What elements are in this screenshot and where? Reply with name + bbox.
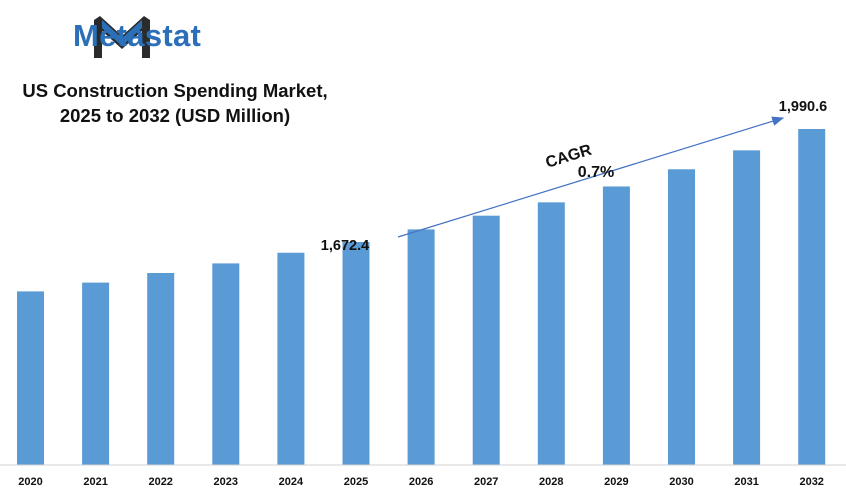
x-tick-label: 2032: [799, 476, 823, 488]
bar-2024: [277, 252, 305, 465]
x-tick-label: 2023: [214, 476, 238, 488]
x-tick-label: 2029: [604, 476, 628, 488]
start-value-label: 1,672.4: [321, 238, 369, 254]
x-tick-label: 2024: [279, 476, 304, 488]
brand-name: Metastat: [73, 18, 202, 53]
x-tick-label: 2026: [409, 476, 433, 488]
bar-2028: [537, 202, 565, 466]
chart-title-line-2: 2025 to 2032 (USD Million): [59, 105, 291, 126]
bar-2023: [212, 263, 240, 465]
bar-2021: [82, 282, 110, 465]
bar-2030: [668, 169, 695, 465]
x-tick-label: 2027: [474, 476, 498, 488]
bar-2027: [472, 215, 500, 465]
bar-2031: [733, 150, 761, 466]
x-tick-label: 2031: [734, 476, 758, 488]
bar-2026: [407, 229, 435, 465]
x-tick-label: 2020: [18, 476, 42, 488]
bar-2025: [342, 242, 370, 465]
bar-2020: [17, 291, 44, 465]
cagr-value: 0.7%: [578, 164, 614, 181]
x-tick-label: 2028: [539, 476, 563, 488]
x-tick-label: 2022: [148, 476, 172, 488]
bar-2022: [147, 273, 175, 465]
x-tick-label: 2025: [344, 476, 368, 488]
chart-title-line-1: US Construction Spending Market,: [22, 80, 328, 101]
end-value-label: 1,990.6: [779, 99, 827, 115]
bar-2032: [798, 129, 826, 465]
metastat-logo-icon: [94, 16, 150, 58]
x-tick-label: 2030: [669, 476, 693, 488]
cagr-arrow: [397, 116, 785, 238]
bar-2029: [602, 186, 630, 465]
chart-title: US Construction Spending Market, 2025 to…: [10, 78, 340, 128]
x-tick-label: 2021: [83, 476, 107, 488]
